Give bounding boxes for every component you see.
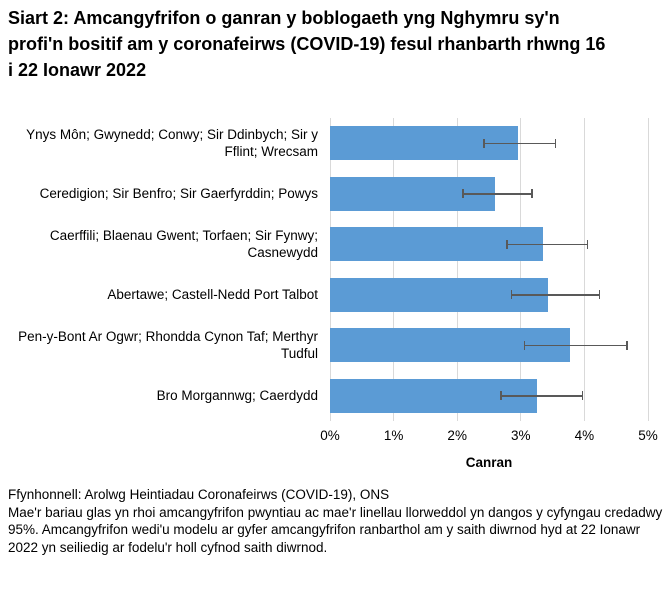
- x-tick-label: 0%: [320, 428, 340, 443]
- error-bar-line: [462, 193, 533, 195]
- x-tick-label: 3%: [511, 428, 531, 443]
- category-label-text: Ceredigion; Sir Benfro; Sir Gaerfyrddin;…: [39, 186, 318, 201]
- error-bar-cap-right: [554, 138, 557, 148]
- category-label-text: Abertawe; Castell-Nedd Port Talbot: [107, 287, 318, 302]
- error-bar-cap-left: [500, 391, 502, 401]
- error-bar-line: [523, 344, 628, 346]
- category-axis: Ynys Môn; Gwynedd; Conwy; Sir Ddinbych; …: [0, 118, 318, 421]
- error-bar: [506, 239, 589, 249]
- error-bar: [500, 391, 584, 401]
- plot-area: [329, 118, 649, 422]
- chart-row: [330, 169, 648, 220]
- category-label: Ceredigion; Sir Benfro; Sir Gaerfyrddin;…: [0, 169, 318, 220]
- x-tick-label: 2%: [447, 428, 467, 443]
- gridline: [583, 118, 585, 421]
- error-bar-line: [483, 142, 557, 144]
- error-bar: [523, 340, 628, 350]
- error-bar-cap-right: [586, 239, 589, 249]
- error-bar-line: [510, 294, 601, 296]
- gridline: [329, 118, 331, 421]
- gridline: [456, 118, 458, 421]
- chart-row: [330, 320, 648, 371]
- bar-chart: Ynys Môn; Gwynedd; Conwy; Sir Ddinbych; …: [0, 118, 658, 470]
- category-label-text: Ynys Môn; Gwynedd; Conwy; Sir Ddinbych; …: [26, 126, 318, 160]
- error-bar-cap-left: [462, 189, 464, 199]
- x-tick-label: 1%: [383, 428, 404, 443]
- error-bar-cap-right: [598, 290, 601, 300]
- footnote: Ffynhonnell: Arolwg Heintiadau Coronafei…: [8, 486, 664, 556]
- error-bar-cap-left: [523, 340, 526, 350]
- error-bar-cap-right: [531, 189, 533, 199]
- category-label: Abertawe; Castell-Nedd Port Talbot: [0, 270, 318, 321]
- category-label: Pen-y-Bont Ar Ogwr; Rhondda Cynon Taf; M…: [0, 320, 318, 371]
- category-label-text: Pen-y-Bont Ar Ogwr; Rhondda Cynon Taf; M…: [18, 328, 318, 362]
- error-bar: [510, 290, 601, 300]
- chart-row: [330, 219, 648, 270]
- category-label-text: Bro Morgannwg; Caerdydd: [156, 388, 318, 403]
- category-label: Ynys Môn; Gwynedd; Conwy; Sir Ddinbych; …: [0, 118, 318, 169]
- x-axis-title: Canran: [465, 455, 513, 470]
- gridline: [393, 118, 395, 421]
- page-title: Siart 2: Amcangyfrifon o ganran y boblog…: [8, 8, 606, 80]
- footnote-source: Ffynhonnell: Arolwg Heintiadau Coronafei…: [8, 487, 390, 502]
- error-bar-cap-left: [510, 290, 513, 300]
- chart-row: [330, 371, 648, 422]
- category-label: Bro Morgannwg; Caerdydd: [0, 371, 318, 422]
- chart-row: [330, 118, 648, 169]
- x-tick-label: 4%: [574, 428, 595, 443]
- error-bar-line: [500, 395, 584, 397]
- gridline: [647, 118, 649, 421]
- error-bar-cap-left: [506, 239, 508, 249]
- error-bar: [483, 138, 557, 148]
- error-bar-cap-right: [581, 391, 584, 401]
- category-label: Caerffili; Blaenau Gwent; Torfaen; Sir F…: [0, 219, 318, 270]
- error-bar: [462, 189, 533, 199]
- x-tick-label: 5%: [638, 428, 658, 443]
- category-label-text: Caerffili; Blaenau Gwent; Torfaen; Sir F…: [49, 227, 318, 261]
- x-axis-ticks: 0% 1% 2% 3% 4% 5%: [320, 428, 658, 446]
- error-bar-cap-left: [483, 138, 485, 148]
- gridline: [520, 118, 522, 421]
- error-bar-cap-right: [626, 340, 628, 350]
- footnote-note: Mae'r bariau glas yn rhoi amcangyfrifon …: [8, 504, 663, 555]
- chart-row: [330, 270, 648, 321]
- error-bar-line: [506, 243, 589, 245]
